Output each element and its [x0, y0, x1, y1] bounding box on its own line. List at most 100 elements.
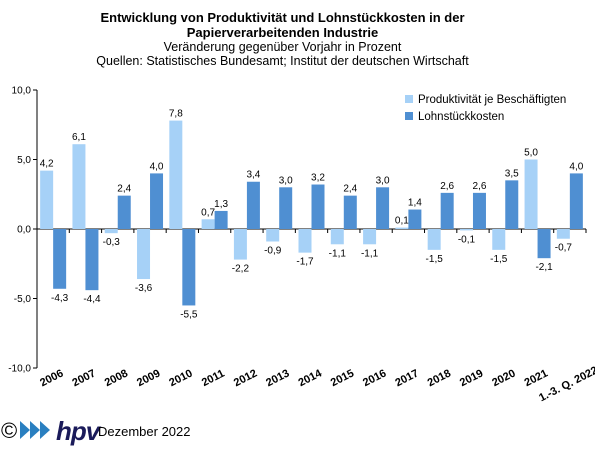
data-label-lohnstueckkosten: 3,0	[376, 175, 390, 186]
data-label-produktivitaet: -0,3	[103, 237, 121, 248]
bar-produktivitaet	[137, 229, 151, 280]
data-label-produktivitaet: 0,1	[395, 216, 409, 227]
x-axis-label: 2018	[426, 367, 453, 389]
bar-lohnstueckkosten	[311, 184, 325, 229]
chart-legend: Produktivität je Beschäftigten Lohnstückk…	[405, 94, 566, 123]
data-label-produktivitaet: -1,5	[426, 254, 444, 265]
bar-produktivitaet	[395, 227, 409, 229]
bar-produktivitaet	[524, 159, 538, 229]
footer: © hpv Dezember 2022	[0, 416, 300, 448]
bar-lohnstueckkosten	[279, 187, 293, 229]
bar-lohnstueckkosten	[117, 195, 131, 229]
chevron-logo-icon	[40, 421, 50, 439]
bar-lohnstueckkosten	[376, 187, 390, 229]
data-label-produktivitaet: 7,8	[169, 109, 183, 120]
data-label-lohnstueckkosten: 2,6	[440, 181, 454, 192]
bar-produktivitaet	[104, 229, 118, 234]
data-label-lohnstueckkosten: -4,3	[51, 293, 69, 304]
y-tick-label: 5,0	[17, 155, 31, 166]
bar-produktivitaet	[492, 229, 506, 250]
bar-produktivitaet	[427, 229, 441, 250]
bar-produktivitaet	[556, 229, 570, 239]
data-label-produktivitaet: -0,9	[264, 246, 282, 257]
x-axis-label: 2008	[103, 367, 130, 389]
legend-label: Lohnstückkosten	[418, 111, 504, 123]
legend-swatch	[405, 112, 413, 120]
chart-sources: Quellen: Statistisches Bundesamt; Instit…	[96, 54, 469, 68]
data-label-lohnstueckkosten: 3,2	[311, 173, 325, 184]
bar-lohnstueckkosten	[214, 210, 228, 229]
x-axis-label: 2013	[264, 367, 291, 389]
bar-lohnstueckkosten	[408, 209, 422, 229]
bar-lohnstueckkosten	[150, 173, 164, 229]
x-axis-label: 2016	[361, 367, 388, 389]
data-label-produktivitaet: -1,7	[296, 257, 314, 268]
copyright-symbol: ©	[1, 418, 18, 443]
chart-bars	[40, 120, 583, 306]
data-label-lohnstueckkosten: 2,4	[117, 184, 131, 195]
bar-produktivitaet	[330, 229, 344, 245]
bar-produktivitaet	[298, 229, 312, 253]
chart-title-line-1: Entwicklung von Produktivität und Lohnst…	[100, 10, 465, 25]
y-tick-label: 0,0	[17, 225, 31, 236]
x-axis-label: 2007	[70, 367, 97, 389]
bar-produktivitaet	[459, 229, 473, 231]
bar-lohnstueckkosten	[505, 180, 519, 229]
data-label-lohnstueckkosten: -2,1	[535, 262, 553, 273]
legend-label: Produktivität je Beschäftigten	[418, 94, 566, 106]
y-tick-label: -10,0	[8, 364, 31, 375]
data-label-produktivitaet: -0,1	[458, 234, 476, 245]
bar-lohnstueckkosten	[472, 192, 486, 229]
x-axis-labels: 2006 2007 2008 2009 2010 2011 2012 2013 2014 2015…	[38, 364, 595, 404]
data-label-lohnstueckkosten: -4,4	[83, 294, 101, 305]
bar-produktivitaet	[233, 229, 247, 260]
bar-lohnstueckkosten	[537, 229, 551, 259]
bar-lohnstueckkosten	[440, 192, 454, 229]
x-axis-label: 2015	[329, 367, 356, 389]
bar-produktivitaet	[266, 229, 280, 242]
x-axis-label: 2009	[135, 367, 162, 389]
data-label-produktivitaet: 0,7	[201, 207, 215, 218]
data-label-produktivitaet: -2,2	[232, 264, 250, 275]
x-axis-label: 2014	[297, 367, 325, 389]
chevron-logo-icon	[30, 421, 40, 439]
data-label-lohnstueckkosten: 1,4	[408, 198, 422, 209]
x-axis-label: 2012	[232, 367, 259, 389]
bar-produktivitaet	[363, 229, 377, 245]
bar-produktivitaet	[40, 170, 54, 229]
chevron-logo-icon	[20, 421, 30, 439]
chart-subtitle: Veränderung gegenüber Vorjahr in Prozent	[163, 40, 402, 54]
data-label-lohnstueckkosten: 2,4	[343, 184, 357, 195]
bar-produktivitaet	[72, 144, 86, 229]
bar-lohnstueckkosten	[85, 229, 99, 291]
data-label-lohnstueckkosten: 3,5	[505, 168, 519, 179]
x-axis-label: 2006	[38, 367, 65, 389]
data-label-produktivitaet: 6,1	[72, 132, 86, 143]
y-tick-label: 10,0	[12, 86, 32, 97]
y-tick-label: -5,0	[14, 294, 32, 305]
bar-produktivitaet	[169, 120, 183, 229]
data-labels: 4,2-4,36,1-4,4-0,32,4-3,64,07,8-5,50,71,…	[40, 109, 584, 321]
data-label-lohnstueckkosten: 2,6	[473, 181, 487, 192]
x-axis-label: 2020	[490, 367, 517, 389]
data-label-produktivitaet: -0,7	[555, 243, 573, 254]
x-axis-label: 2017	[393, 367, 420, 389]
bar-lohnstueckkosten	[53, 229, 67, 289]
data-label-lohnstueckkosten: 4,0	[569, 161, 583, 172]
data-label-produktivitaet: -1,1	[361, 248, 379, 259]
bar-produktivitaet	[201, 219, 215, 229]
footer-date: Dezember 2022	[98, 424, 191, 439]
data-label-produktivitaet: -3,6	[135, 283, 153, 294]
bar-lohnstueckkosten	[569, 173, 583, 229]
bar-lohnstueckkosten	[182, 229, 196, 306]
data-label-lohnstueckkosten: 4,0	[150, 161, 164, 172]
data-label-lohnstueckkosten: 3,0	[279, 175, 293, 186]
legend-swatch	[405, 95, 413, 103]
x-axis-label: 2010	[167, 367, 194, 389]
data-label-lohnstueckkosten: -5,5	[180, 309, 198, 320]
bar-lohnstueckkosten	[246, 181, 260, 229]
hpv-logo: hpv	[56, 416, 100, 446]
x-axis-label: 2021	[523, 367, 550, 389]
x-axis-label: 2019	[458, 367, 485, 389]
